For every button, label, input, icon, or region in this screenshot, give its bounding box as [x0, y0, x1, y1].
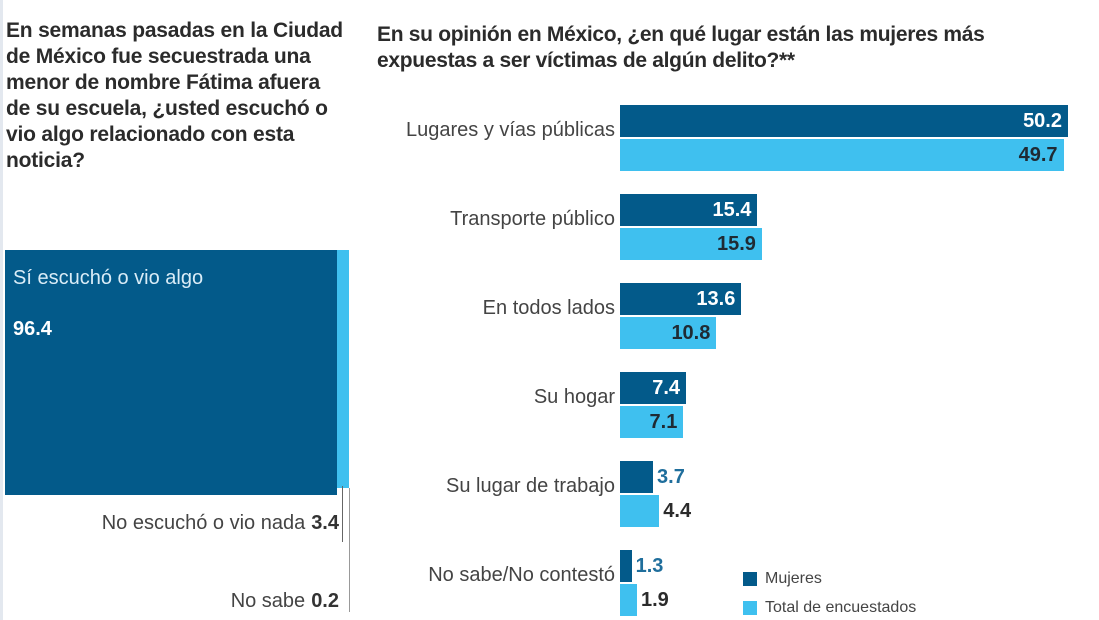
- question-1-title: En semanas pasadas en la Ciudad de Méxic…: [6, 19, 343, 172]
- legend-label-mujeres: Mujeres: [765, 570, 822, 587]
- bar-value-label: 13.6: [696, 288, 736, 310]
- dk-value: 0.2: [311, 590, 339, 612]
- bar-mujeres: [620, 461, 654, 493]
- bar-total: [620, 139, 1064, 171]
- bar-mujeres: [620, 105, 1068, 137]
- leader-line-no: [342, 486, 343, 542]
- legend-swatch-total: [743, 601, 757, 615]
- bar-value-label: 1.3: [635, 555, 664, 577]
- page-left-border: [0, 0, 3, 620]
- category-label: No sabe/No contestó: [428, 564, 615, 586]
- legend-mujeres: Mujeres: [743, 570, 822, 588]
- category-label: Su hogar: [533, 386, 615, 408]
- question-2-title: En su opinión en México, ¿en qué lugar e…: [377, 23, 985, 72]
- no-row: No escuchó o vio nada 3.4: [102, 512, 339, 535]
- bar-yes-value: 96.4: [13, 318, 52, 340]
- dk-label: No sabe: [230, 590, 306, 612]
- category-label: En todos lados: [482, 297, 615, 319]
- bar-value-label: 15.4: [712, 199, 752, 221]
- bar-mujeres: [620, 550, 632, 582]
- category-label: Lugares y vías públicas: [405, 119, 615, 141]
- bar-total: [620, 406, 684, 438]
- bar-yes-label: Sí escuchó o vio algo: [13, 267, 204, 289]
- bar-total: [620, 228, 762, 260]
- legend-swatch-mujeres: [743, 572, 757, 586]
- bar-value-label: 7.4: [652, 377, 681, 399]
- bar-value-label: 50.2: [1023, 110, 1062, 132]
- bar-value-label: 49.7: [1018, 144, 1058, 166]
- bar-mujeres: [620, 194, 758, 226]
- bar-no: [337, 250, 349, 488]
- dk-row: No sabe 0.2: [231, 590, 339, 613]
- leader-line-dk: [349, 488, 350, 612]
- bar-total: [620, 495, 660, 527]
- legend-total: Total de encuestados: [743, 599, 916, 617]
- bar-value-label: 7.1: [649, 411, 678, 433]
- bar-value-label: 10.8: [671, 322, 711, 344]
- legend-label-total: Total de encuestados: [765, 599, 917, 616]
- bar-mujeres: [620, 283, 742, 315]
- bar-total: [620, 317, 717, 349]
- bar-yes: [5, 250, 337, 495]
- no-label: No escuchó o vio nada: [101, 512, 306, 534]
- bar-value-label: 3.7: [657, 466, 685, 488]
- bar-value-label: 1.9: [640, 589, 669, 611]
- no-value: 3.4: [311, 512, 339, 534]
- category-label: Transporte público: [450, 208, 615, 230]
- category-label: Su lugar de trabajo: [445, 475, 615, 497]
- bar-value-label: 4.4: [663, 500, 692, 522]
- bar-mujeres: [620, 372, 687, 404]
- bar-value-label: 15.9: [716, 233, 756, 255]
- bar-total: [620, 584, 637, 616]
